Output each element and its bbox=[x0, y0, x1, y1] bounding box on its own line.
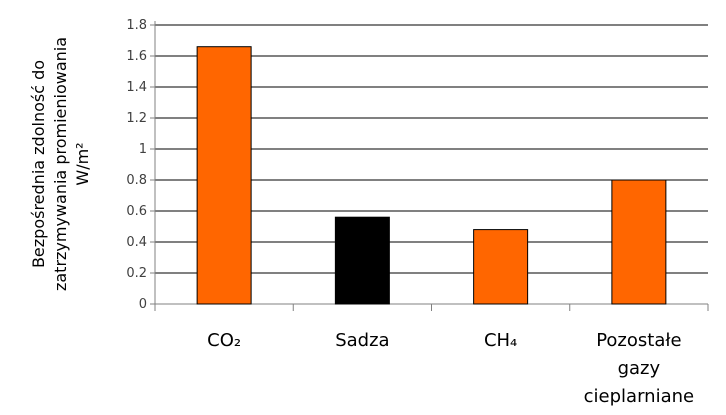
y-tick-label: 0 bbox=[139, 297, 147, 312]
bar bbox=[611, 179, 667, 305]
bars bbox=[196, 46, 667, 305]
y-axis-label-line: W/m² bbox=[73, 142, 92, 185]
y-tick-label: 1.4 bbox=[126, 80, 147, 95]
x-category-label: cieplarniane bbox=[584, 386, 694, 407]
y-tick-labels: 0 0.2 0.4 0.6 0.8 1 1.2 1.4 1.6 1.8 bbox=[126, 18, 147, 312]
x-category-label: Sadza bbox=[335, 330, 389, 351]
bar bbox=[196, 46, 252, 305]
x-category-labels: CO₂ Sadza CH₄ Pozostałe gazy cieplarniane bbox=[207, 330, 694, 407]
y-axis-label-line: Bezpośrednia zdolność do bbox=[29, 60, 48, 268]
bar bbox=[334, 216, 390, 305]
bar bbox=[473, 229, 529, 305]
y-tick-label: 0.6 bbox=[126, 204, 147, 219]
y-tick-label: 1 bbox=[139, 142, 147, 157]
y-tick-label: 1.8 bbox=[126, 18, 147, 33]
x-category-label: Pozostałe bbox=[596, 330, 681, 351]
x-category-label: CO₂ bbox=[207, 330, 241, 351]
y-axis-label-line: zatrzymywania promieniowania bbox=[51, 37, 70, 291]
y-tick-label: 1.2 bbox=[126, 111, 147, 126]
x-category-label: gazy bbox=[618, 358, 661, 379]
y-tick-label: 0.4 bbox=[126, 235, 147, 250]
y-tick-label: 0.2 bbox=[126, 266, 147, 281]
y-tick-label: 0.8 bbox=[126, 173, 147, 188]
y-tick-label: 1.6 bbox=[126, 49, 147, 64]
x-category-label: CH₄ bbox=[484, 330, 517, 351]
y-axis-label: Bezpośrednia zdolność do zatrzymywania pr… bbox=[29, 37, 92, 291]
